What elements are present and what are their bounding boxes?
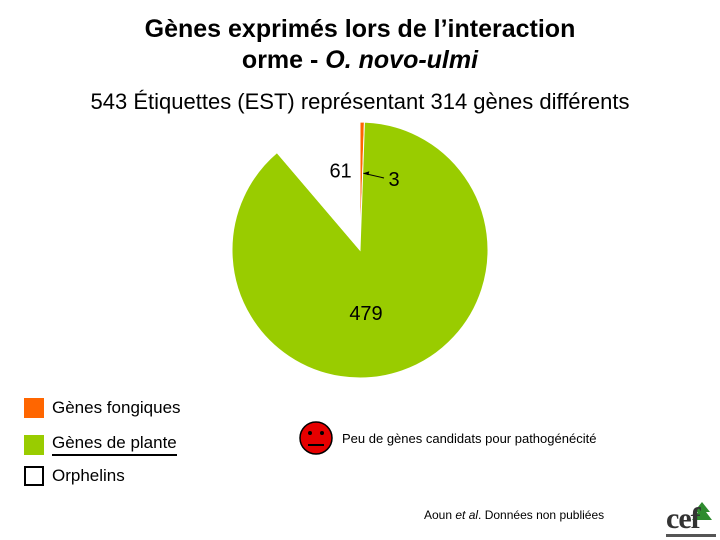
legend-label-orphan: Orphelins: [52, 466, 125, 485]
legend-swatch-fungal: [24, 398, 44, 418]
citation-author: Aoun: [424, 508, 456, 522]
logo-text: cef: [666, 502, 701, 535]
data-label-fungal: 3: [388, 169, 399, 191]
legend-label-plant: Gènes de plante: [52, 433, 177, 456]
title-line-1: Gènes exprimés lors de l’interaction: [144, 15, 576, 43]
citation-rest: . Données non publiées: [478, 508, 605, 522]
data-label-plant: 479: [349, 303, 382, 325]
note-text: Peu de gènes candidats pour pathogénécit…: [342, 430, 597, 446]
legend-label-fungal: Gènes fongiques: [52, 398, 181, 417]
title-line-2: orme - O. novo-ulmi: [0, 45, 720, 76]
pie-chart: 479 61 3: [231, 121, 489, 379]
leader-arrowhead-fungal: [363, 171, 370, 176]
legend-item-orphan: Orphelins: [24, 466, 125, 486]
tree-icon: [666, 502, 716, 537]
data-label-orphan: 61: [329, 161, 351, 183]
title-species: O. novo-ulmi: [325, 46, 479, 74]
chart-title: Gènes exprimés lors de l’interaction orm…: [0, 14, 720, 76]
sad-face-icon: [299, 421, 333, 455]
legend-item-plant: Gènes de plante: [24, 433, 177, 456]
citation-italic: et al: [455, 508, 479, 522]
pie-slice-2: [276, 121, 361, 252]
title-prefix: orme -: [241, 46, 326, 74]
cef-logo-icon: cef: [662, 500, 720, 540]
legend-swatch-plant: [24, 434, 44, 455]
legend-swatch-orphan: [24, 466, 44, 486]
citation: Aoun et al. Données non publiées: [424, 508, 604, 522]
chart-subtitle: 543 Étiquettes (EST) représentant 314 gè…: [90, 89, 630, 114]
legend-item-fungal: Gènes fongiques: [24, 398, 181, 418]
note: Peu de gènes candidats pour pathogénécit…: [298, 420, 596, 456]
